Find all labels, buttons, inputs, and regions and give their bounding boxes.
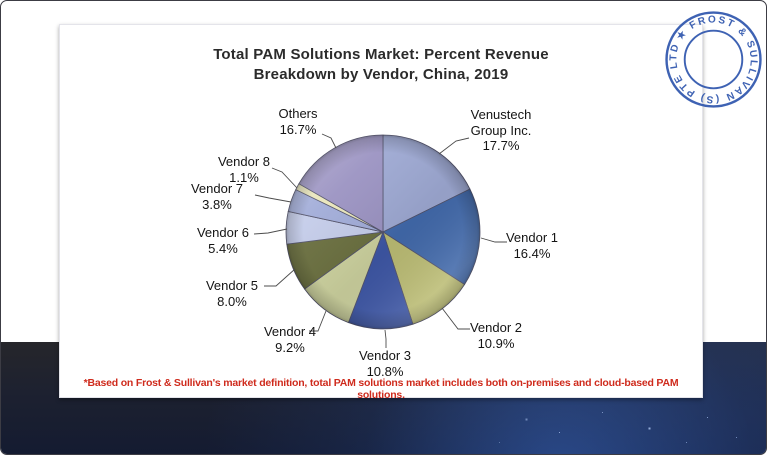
pie-label-vendor-5: Vendor 5 8.0%	[167, 278, 297, 309]
pie-label-line: 5.4%	[208, 240, 238, 256]
chart-title-line2: Breakdown by Vendor, China, 2019	[253, 66, 509, 83]
pie-label-line: Vendor 7	[190, 181, 244, 196]
pie-label-line: Vendor 4	[263, 324, 317, 339]
pie-label-line: 1.1%	[229, 169, 259, 185]
pie-label-line: Vendor 8	[217, 154, 271, 169]
pie-label-line: 10.9%	[477, 335, 515, 351]
footnote-text: *Based on Frost & Sullivan's market defi…	[83, 377, 679, 401]
pie-label-vendor-3: Vendor 3 10.8%	[320, 348, 450, 379]
pie-label-vendor-2: Vendor 2 10.9%	[431, 320, 561, 351]
chart-title-line1: Total PAM Solutions Market: Percent Reve…	[213, 46, 549, 63]
pie-label-line: Vendor 6	[196, 225, 250, 240]
stamp-outer-circle-icon	[665, 11, 762, 108]
pie-label-line: 9.2%	[275, 339, 305, 355]
pie-label-vendor-8: Vendor 8 1.1%	[179, 154, 309, 185]
pie-label-vendor-4: Vendor 4 9.2%	[225, 324, 355, 355]
stamp-inner-circle-icon	[683, 29, 744, 90]
pie-label-vendor-1: Vendor 1 16.4%	[467, 230, 597, 261]
pie-label-line: 16.4%	[513, 245, 551, 261]
pie-label-line: 8.0%	[217, 293, 247, 309]
chart-title: Total PAM Solutions Market: Percent Reve…	[60, 45, 702, 85]
pie-label-line: Venustech	[470, 107, 532, 122]
pie-label-others: Others 16.7%	[233, 106, 363, 137]
pie-label-line: 17.7%	[482, 138, 520, 153]
pie-label-line: Group Inc.	[470, 122, 532, 138]
svg-text:★ FROST & SULLIVAN (S) PTE LTD: ★ FROST & SULLIVAN (S) PTE LTD	[668, 14, 759, 104]
pie-label-line: 10.8%	[366, 363, 404, 379]
pie-label-line: Vendor 5	[205, 278, 259, 293]
desktop-star-specks	[1, 1, 2, 2]
pie-label-line: Vendor 1	[505, 230, 559, 245]
pie-label-venustech-group-inc: Venustech Group Inc. 17.7%	[436, 107, 566, 154]
pie-label-line: 3.8%	[202, 196, 232, 212]
pie-label-line: Others	[278, 106, 318, 121]
pie-label-line: 16.7%	[279, 121, 317, 137]
stamp-ring-text: ★ FROST & SULLIVAN (S) PTE LTD	[668, 14, 758, 104]
pie-label-vendor-6: Vendor 6 5.4%	[158, 225, 288, 256]
pie-label-line: Vendor 2	[469, 320, 523, 335]
frost-sullivan-stamp: ★ FROST & SULLIVAN (S) PTE LTD	[665, 11, 762, 108]
pie-label-line: Vendor 3	[358, 348, 412, 363]
pie-label-vendor-7: Vendor 7 3.8%	[152, 181, 282, 212]
